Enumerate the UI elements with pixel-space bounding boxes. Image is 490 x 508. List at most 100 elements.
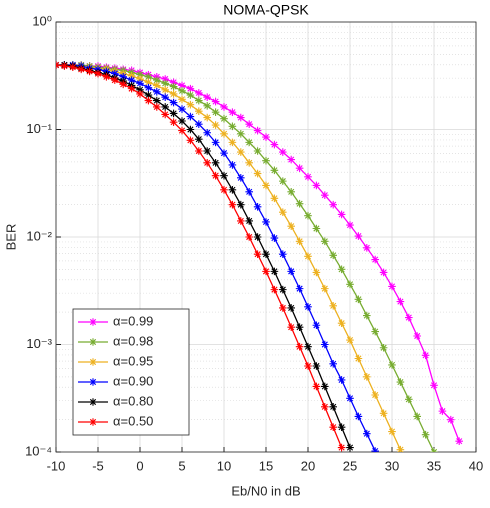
x-tick-label: 40 xyxy=(469,458,483,473)
series-marker xyxy=(329,403,337,411)
series-marker xyxy=(136,86,144,94)
series-marker xyxy=(85,67,94,76)
series-marker xyxy=(253,126,262,135)
series-marker xyxy=(153,96,161,105)
series-marker xyxy=(211,138,220,147)
series-marker xyxy=(388,361,396,369)
series-marker xyxy=(203,159,211,167)
series-marker xyxy=(346,221,354,229)
series-marker xyxy=(379,343,388,352)
series-marker xyxy=(102,73,111,81)
series-marker xyxy=(228,108,237,116)
series-marker xyxy=(279,208,287,217)
series-marker xyxy=(363,243,371,252)
series-marker xyxy=(337,319,346,327)
series-marker xyxy=(337,265,346,274)
series-marker xyxy=(337,376,346,384)
series-marker xyxy=(253,147,262,155)
series-marker xyxy=(337,423,346,432)
series-marker xyxy=(178,126,186,135)
series-marker xyxy=(203,147,211,155)
series-marker xyxy=(405,395,413,404)
series-marker xyxy=(312,181,321,190)
series-marker xyxy=(127,76,136,84)
series-marker xyxy=(262,181,270,190)
series-marker xyxy=(203,128,211,137)
series-marker xyxy=(144,96,153,105)
series-marker xyxy=(60,62,69,70)
legend-marker xyxy=(89,358,97,366)
series-marker xyxy=(329,302,337,310)
series-marker xyxy=(279,304,287,312)
series-marker xyxy=(237,130,245,138)
series-marker xyxy=(127,71,136,80)
series-marker xyxy=(253,169,262,178)
series-marker xyxy=(346,443,354,452)
series-marker xyxy=(371,391,379,399)
series-marker xyxy=(438,407,447,415)
y-tick-label: 10⁻¹ xyxy=(26,121,52,136)
series-marker xyxy=(279,148,287,156)
series-marker xyxy=(186,125,195,134)
series-marker xyxy=(211,97,220,106)
series-marker xyxy=(304,342,312,351)
series-marker xyxy=(363,311,371,320)
series-marker xyxy=(346,280,354,289)
series-marker xyxy=(211,159,220,167)
series-marker xyxy=(186,100,195,109)
series-marker xyxy=(245,120,253,129)
x-tick-label: -10 xyxy=(47,458,66,473)
series-marker xyxy=(237,217,245,225)
series-marker xyxy=(237,148,245,156)
series-marker xyxy=(447,415,455,424)
series-marker xyxy=(262,218,270,226)
series-marker xyxy=(94,69,102,78)
x-tick-label: 15 xyxy=(259,458,273,473)
series-marker xyxy=(144,83,153,92)
series-marker xyxy=(119,73,127,81)
series-marker xyxy=(211,108,220,116)
series-marker xyxy=(245,188,253,196)
plot-area xyxy=(56,61,463,452)
x-tick-label: 30 xyxy=(385,458,399,473)
series-marker xyxy=(153,81,161,90)
series-marker xyxy=(321,382,329,391)
series-marker xyxy=(169,98,178,107)
series-marker xyxy=(396,297,405,306)
y-tick-label: 10⁰ xyxy=(32,13,52,28)
series-marker xyxy=(379,409,388,418)
series-marker xyxy=(346,336,354,344)
series-marker xyxy=(270,194,279,203)
series-marker xyxy=(413,412,421,421)
series-marker xyxy=(220,185,228,194)
series-marker xyxy=(304,252,312,261)
chart-title: NOMA-QPSK xyxy=(223,2,309,18)
series-marker xyxy=(304,173,312,181)
series-marker xyxy=(371,327,379,336)
legend-label: α=0.50 xyxy=(113,413,153,428)
series-marker xyxy=(321,191,329,199)
series-marker xyxy=(329,200,337,209)
series-marker xyxy=(161,79,169,88)
series-marker xyxy=(161,103,169,111)
series-marker xyxy=(388,282,396,291)
series-marker xyxy=(329,360,337,368)
series-marker xyxy=(455,437,463,446)
series-marker xyxy=(186,112,195,121)
series-marker xyxy=(69,63,77,71)
series-marker xyxy=(337,443,346,452)
series-marker xyxy=(413,332,421,340)
series-marker xyxy=(295,237,304,246)
legend-marker xyxy=(89,338,97,346)
series-marker xyxy=(312,382,321,391)
series-marker xyxy=(363,372,371,381)
legend-label: α=0.98 xyxy=(113,333,153,348)
series-marker xyxy=(253,250,262,258)
series-marker xyxy=(195,147,203,155)
series-marker xyxy=(287,323,295,331)
series-marker xyxy=(228,161,237,169)
series-marker xyxy=(178,105,186,113)
series-marker xyxy=(228,122,237,131)
series-marker xyxy=(111,69,119,78)
